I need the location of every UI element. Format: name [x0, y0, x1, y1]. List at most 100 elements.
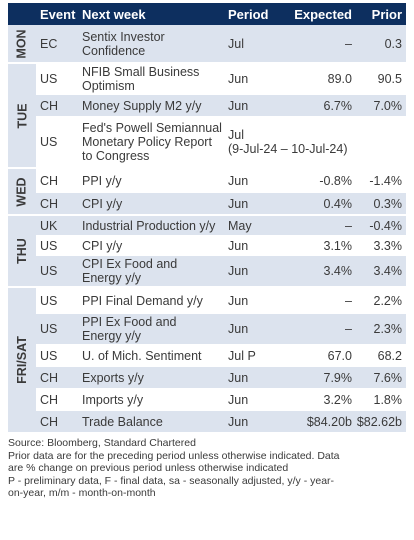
header-prior: Prior	[371, 6, 402, 22]
prior-cell: 2.3%	[373, 322, 403, 336]
table-row: US U. of Mich. Sentiment Jul P 67.0 68.2	[36, 344, 406, 366]
event-cell: US	[40, 293, 58, 308]
indicator-line: Monetary Policy Report	[82, 135, 212, 149]
expected-cell: 3.2%	[323, 392, 353, 407]
indicator-line: U. of Mich. Sentiment	[82, 348, 202, 363]
event-cell: US	[40, 135, 58, 149]
period-cell: Jun	[228, 322, 249, 336]
period-cell: May	[228, 218, 252, 233]
event-cell: EC	[40, 36, 58, 51]
footnote-line: P - preliminary data, F - final data, sa…	[8, 474, 335, 487]
prior-cell: 7.0%	[373, 98, 403, 113]
event-cell: UK	[40, 218, 58, 233]
period-cell: Jun	[228, 238, 249, 253]
indicator-cell: Imports y/y	[82, 393, 228, 407]
prior-cell: 3.3%	[373, 238, 403, 253]
period-cell: Jul	[228, 36, 244, 51]
period-cell: Jun	[228, 98, 249, 113]
indicator-cell: Fed's Powell Semiannual Monetary Policy R…	[82, 121, 228, 163]
day-rows: US PPI Final Demand y/y Jun – 2.2% US PPI Ex F…	[36, 288, 406, 432]
indicator-cell: Money Supply M2 y/y	[82, 99, 228, 113]
indicator-line: Money Supply M2 y/y	[82, 98, 202, 113]
expected-cell: 0.4%	[323, 196, 353, 211]
day-label-text: FRI/SAT	[15, 336, 29, 384]
expected-cell: $84.20b	[306, 414, 352, 429]
table-row: UK Industrial Production y/y May – -0.4%	[36, 216, 406, 235]
period-cell: Jun	[228, 173, 249, 188]
prior-cell: 0.3%	[373, 196, 403, 211]
indicator-cell: CPI Ex Food and Energy y/y	[82, 257, 228, 285]
day-label: FRI/SAT	[8, 288, 36, 432]
expected-cell: 6.7%	[323, 98, 353, 113]
prior-cell: 2.2%	[373, 293, 403, 308]
indicator-line: PPI Ex Food and	[82, 315, 177, 329]
prior-cell: -0.4%	[369, 218, 402, 233]
event-cell: CH	[40, 370, 59, 385]
event-cell: CH	[40, 196, 59, 211]
prior-cell: 7.6%	[373, 370, 403, 385]
expected-cell: –	[345, 322, 352, 336]
expected-cell: 7.9%	[323, 370, 353, 385]
table-row: US NFIB Small Business Optimism Jun 89.0 90.5	[36, 64, 406, 94]
prior-cell: 3.4%	[373, 264, 403, 278]
day-rows: EC Sentix Investor Confidence Jul –0.3	[36, 25, 406, 62]
day-group: WED CH PPI y/y Jun -0.8% -1.4% CH CPI y/y Jun 0.4…	[8, 167, 406, 214]
table-row: EC Sentix Investor Confidence Jul –0.3	[36, 25, 406, 62]
indicator-line: Fed's Powell Semiannual	[82, 121, 222, 135]
day-rows: US NFIB Small Business Optimism Jun 89.0 90.5…	[36, 64, 406, 167]
indicator-line: NFIB Small Business	[82, 65, 200, 79]
period-cell: Jun	[228, 293, 249, 308]
period-cell: Jun	[228, 196, 249, 211]
day-rows: CH PPI y/y Jun -0.8% -1.4% CH CPI y/y Jun 0.4% 0.…	[36, 169, 406, 214]
header-next-week: Next week	[82, 6, 146, 22]
header-period: Period	[228, 6, 269, 22]
indicator-line: Exports y/y	[82, 370, 144, 385]
header-expected: Expected	[294, 6, 352, 22]
header-event: Event	[40, 6, 76, 22]
period-cell: Jun	[228, 370, 249, 385]
table-row: US CPI y/y Jun 3.1% 3.3%	[36, 235, 406, 255]
table-row: US PPI Final Demand y/y Jun – 2.2%	[36, 288, 406, 313]
prior-cell: 68.2	[377, 348, 402, 363]
expected-cell: -0.8%	[319, 173, 352, 188]
period-line: Jul	[228, 128, 244, 142]
table-row: CH Exports y/y Jun 7.9% 7.6%	[36, 366, 406, 388]
period-cell: Jul (9-Jul-24 – 10-Jul-24)	[228, 128, 406, 156]
period-cell: Jul P	[228, 348, 256, 363]
indicator-line: Imports y/y	[82, 392, 144, 407]
expected-cell: 3.4%	[323, 264, 353, 278]
indicator-line: CPI Ex Food and	[82, 257, 178, 271]
table-row: CH Trade Balance Jun $84.20b $82.62b	[36, 410, 406, 432]
table-row: US CPI Ex Food and Energy y/y Jun 3.4% 3.4%	[36, 255, 406, 286]
event-cell: US	[40, 322, 58, 336]
indicator-cell: Exports y/y	[82, 371, 228, 385]
day-label: TUE	[8, 64, 36, 167]
expected-cell: 67.0	[327, 348, 352, 363]
day-label-text: WED	[15, 176, 30, 207]
indicator-line: PPI Final Demand y/y	[82, 293, 203, 308]
event-cell: US	[40, 238, 58, 253]
expected-cell: 3.1%	[323, 238, 353, 253]
day-rows: UK Industrial Production y/y May – -0.4% US CP…	[36, 216, 406, 286]
indicator-cell: PPI y/y	[82, 174, 228, 188]
table-row: CH Money Supply M2 y/y Jun 6.7% 7.0%	[36, 94, 406, 116]
footnote-line: Prior data are for the preceding period …	[8, 449, 340, 462]
prior-cell: 90.5	[377, 72, 402, 86]
day-label: MON	[8, 25, 36, 62]
indicator-line: Energy y/y	[82, 271, 142, 285]
indicator-line: Sentix Investor	[82, 29, 165, 44]
indicator-line: to Congress	[82, 149, 150, 163]
indicator-line: Confidence	[82, 43, 146, 58]
day-label-text: TUE	[15, 103, 29, 128]
table-row: CH PPI y/y Jun -0.8% -1.4%	[36, 169, 406, 192]
indicator-cell: NFIB Small Business Optimism	[82, 65, 228, 93]
expected-cell: 89.0	[327, 72, 352, 86]
indicator-cell: CPI y/y	[82, 239, 228, 253]
indicator-cell: PPI Ex Food and Energy y/y	[82, 315, 228, 343]
prior-cell: -1.4%	[369, 173, 402, 188]
event-cell: CH	[40, 414, 59, 429]
indicator-line: CPI y/y	[82, 238, 123, 253]
indicator-cell: Industrial Production y/y	[82, 219, 228, 233]
table-row: US PPI Ex Food and Energy y/y Jun – 2.3%	[36, 313, 406, 344]
period-cell: Jun	[228, 72, 249, 86]
